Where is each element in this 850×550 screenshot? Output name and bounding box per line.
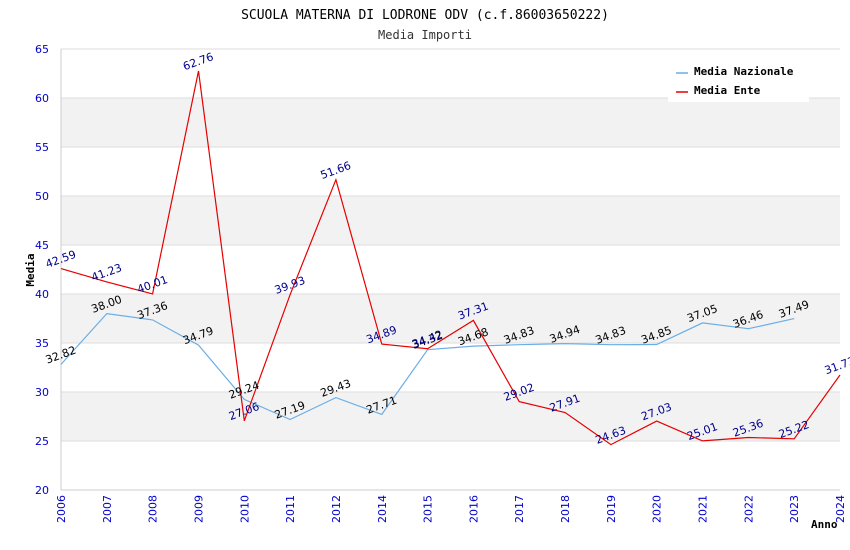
x-tick-label: 2017: [513, 495, 526, 523]
x-tick-label: 2018: [559, 495, 572, 523]
y-tick-label: 25: [35, 435, 49, 448]
x-tick-label: 2023: [788, 495, 801, 523]
x-tick-label: 2008: [147, 495, 160, 523]
chart-subtitle: Media Importi: [378, 28, 472, 42]
y-tick-label: 20: [35, 484, 49, 497]
gridlines: [60, 48, 840, 491]
legend-label-ente: Media Ente: [694, 84, 761, 97]
x-tick-label: 2021: [697, 495, 710, 523]
x-axis-label: Anno: [811, 518, 838, 531]
plot-band: [61, 343, 840, 392]
y-tick-label: 65: [35, 43, 49, 56]
y-tick-label: 55: [35, 141, 49, 154]
plot-band: [61, 294, 840, 343]
y-tick-label: 60: [35, 92, 49, 105]
y-tick-label: 50: [35, 190, 49, 203]
series-line-nazionale: [60, 312, 795, 421]
chart-title: SCUOLA MATERNA DI LODRONE ODV (c.f.86003…: [241, 8, 609, 23]
legend-box: [668, 58, 809, 102]
legend: Media Nazionale Media Ente: [668, 58, 809, 102]
y-tick-label: 40: [35, 288, 49, 301]
y-axis-label: Media: [24, 253, 37, 286]
x-tick-label: 2022: [742, 495, 755, 523]
x-tick-label: 2010: [238, 495, 251, 523]
plot-band: [61, 98, 840, 147]
series-line-ente: [60, 70, 841, 446]
x-tick-label: 2020: [651, 495, 664, 523]
plot-background: [61, 49, 840, 490]
y-tick-label: 30: [35, 386, 49, 399]
x-tick-label: 2014: [376, 495, 389, 523]
plot-band: [61, 245, 840, 294]
series-lines: [60, 70, 841, 446]
x-tick-label: 2007: [101, 495, 114, 523]
x-tick-label: 2012: [330, 495, 343, 523]
x-tick-label: 2019: [605, 495, 618, 523]
x-tick-label: 2024: [834, 495, 847, 523]
legend-label-nazionale: Media Nazionale: [694, 65, 794, 78]
x-tick-label: 2009: [192, 495, 205, 523]
x-tick-label: 2011: [284, 495, 297, 523]
x-tick-label: 2015: [422, 495, 435, 523]
plot-band: [61, 196, 840, 245]
x-axis-ticks: 2006 2007 2008 2009 2010 2011 2012 2014 2015 2016…: [55, 495, 847, 523]
plot-band: [61, 392, 840, 441]
y-axis-ticks: 20 25 30 35 40 45 50 55 60 65: [35, 43, 49, 497]
y-tick-label: 45: [35, 239, 49, 252]
plot-band: [61, 147, 840, 196]
x-tick-label: 2016: [467, 495, 480, 523]
x-tick-label: 2006: [55, 495, 68, 523]
plot-band: [61, 441, 840, 490]
y-tick-label: 35: [35, 337, 49, 350]
